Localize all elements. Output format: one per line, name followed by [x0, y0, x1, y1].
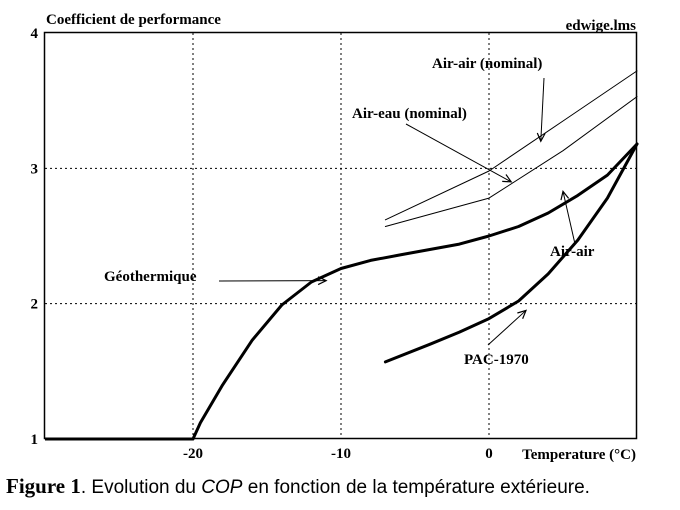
annotation-arrow-line — [562, 191, 576, 245]
x-tick-label: -10 — [331, 446, 351, 462]
series-line-air-air-nominal — [384, 70, 638, 221]
x-axis-label: Temperature (°C) — [522, 447, 636, 463]
annotation-arrow-head — [560, 189, 570, 201]
annotation-arrow-head — [536, 132, 546, 143]
figure-caption: Figure 1. Evolution du COP en fonction d… — [6, 474, 676, 499]
annotation-air-air: Air-air — [550, 244, 595, 260]
cop-chart: -20 -10 0 1 2 3 4 Coefficient de performance e… — [31, 12, 639, 463]
series-line-air-eau-nominal — [384, 96, 638, 227]
caption-italic-cop: COP — [201, 477, 243, 498]
annotation-arrow-line — [487, 310, 527, 346]
annotation-air-eau-nominal: Air-eau (nominal) — [352, 106, 467, 122]
annotation-arrow-line — [405, 123, 512, 183]
y-tick-label: 1 — [31, 432, 39, 448]
plot-frame — [43, 31, 638, 440]
annotation-arrow-head — [317, 276, 328, 286]
series-line-air-air — [383, 142, 639, 364]
caption-figure-label: Figure 1 — [6, 474, 81, 498]
caption-text-before: . Evolution du — [80, 477, 202, 498]
caption-text-after: en fonction de la température extérieure… — [242, 477, 590, 498]
tick-labels: -20 -10 0 1 2 3 4 — [31, 26, 493, 462]
x-tick-label: 0 — [485, 446, 493, 462]
x-tick-label: -20 — [183, 446, 203, 462]
chart-title: Coefficient de performance — [46, 12, 221, 28]
series-group — [45, 70, 639, 441]
y-tick-label: 3 — [31, 161, 39, 177]
grid-lines — [45, 33, 637, 439]
annotation-air-air-nominal: Air-air (nominal) — [432, 56, 542, 72]
y-tick-label: 2 — [31, 297, 39, 313]
series-line-geothermique — [191, 142, 639, 441]
annotations — [218, 77, 576, 346]
annotation-arrow-head — [502, 174, 513, 183]
annotation-arrow-line — [540, 77, 545, 142]
annotation-arrow-head — [517, 309, 528, 320]
source-tag: edwige.lms — [566, 18, 637, 34]
annotation-geothermique: Géothermique — [104, 269, 197, 285]
y-tick-label: 4 — [31, 26, 39, 42]
annotation-pac-1970: PAC-1970 — [464, 352, 529, 368]
